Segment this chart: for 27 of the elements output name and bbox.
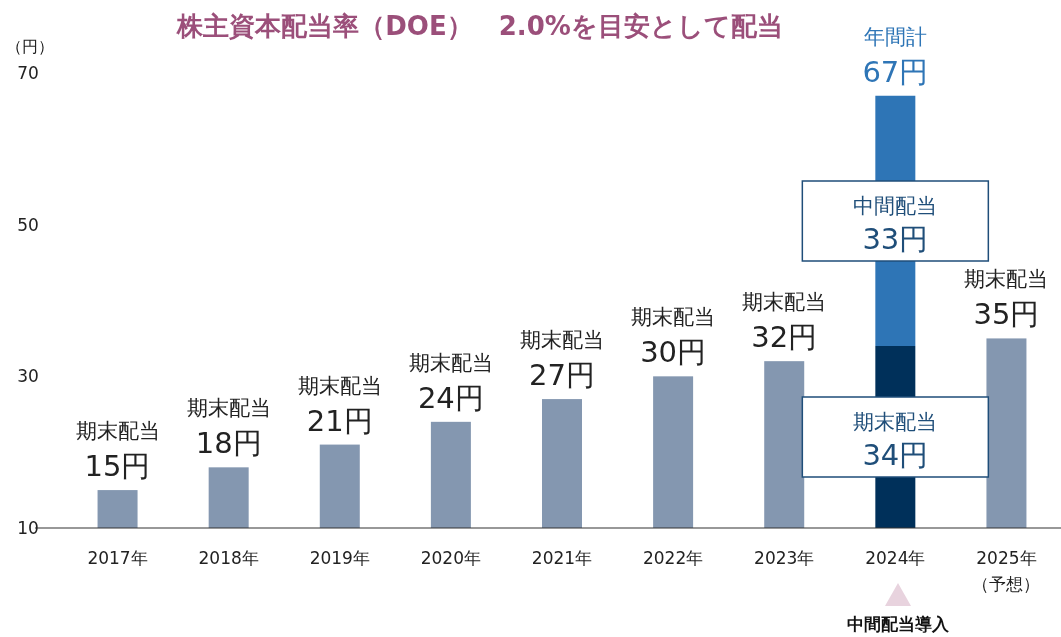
x-tick-label: 2023年 (753, 547, 816, 570)
data-label: 期末配当 24円 (408, 350, 493, 415)
data-label: 期末配当 15円 (75, 419, 160, 484)
x-tick-label: 2017年 (86, 547, 149, 570)
x-tick-label: 2018年 (197, 547, 260, 570)
y-tick-label: 10 (17, 518, 39, 538)
x-tick-label: 2022年 (641, 547, 705, 570)
data-label: 期末配当 18円 (186, 396, 271, 461)
data-label: 期末配当 30円 (631, 305, 716, 370)
data-label: 期末配当 35円 (964, 267, 1049, 332)
data-label: 中間配当 33円 (853, 193, 938, 256)
data-label: 期末配当 27円 (520, 328, 604, 393)
total-label: 年間計 67円 (862, 24, 929, 89)
x-tick-label: 2020年 (419, 547, 482, 570)
x-tick-label: 2024年 (864, 547, 927, 570)
data-label: 期末配当 34円 (853, 410, 938, 472)
y-tick-label: 30 (17, 366, 39, 387)
text: 中間配当導入 (847, 614, 950, 634)
x-tick-label: 2025年（予想） (971, 547, 1042, 596)
y-tick-label: 50 (17, 214, 39, 235)
data-label: 期末配当 32円 (742, 290, 827, 355)
y-axis-title: （円） (6, 37, 54, 56)
y-tick-label: 70 (17, 63, 39, 83)
x-tick-label: 2021年 (530, 547, 594, 570)
data-label: 期末配当 21円 (297, 373, 382, 438)
x-tick-label: 2019年 (308, 547, 371, 570)
chart-title: 株主資本配当率（DOE） 2.0%を目安として配当 (176, 11, 783, 41)
